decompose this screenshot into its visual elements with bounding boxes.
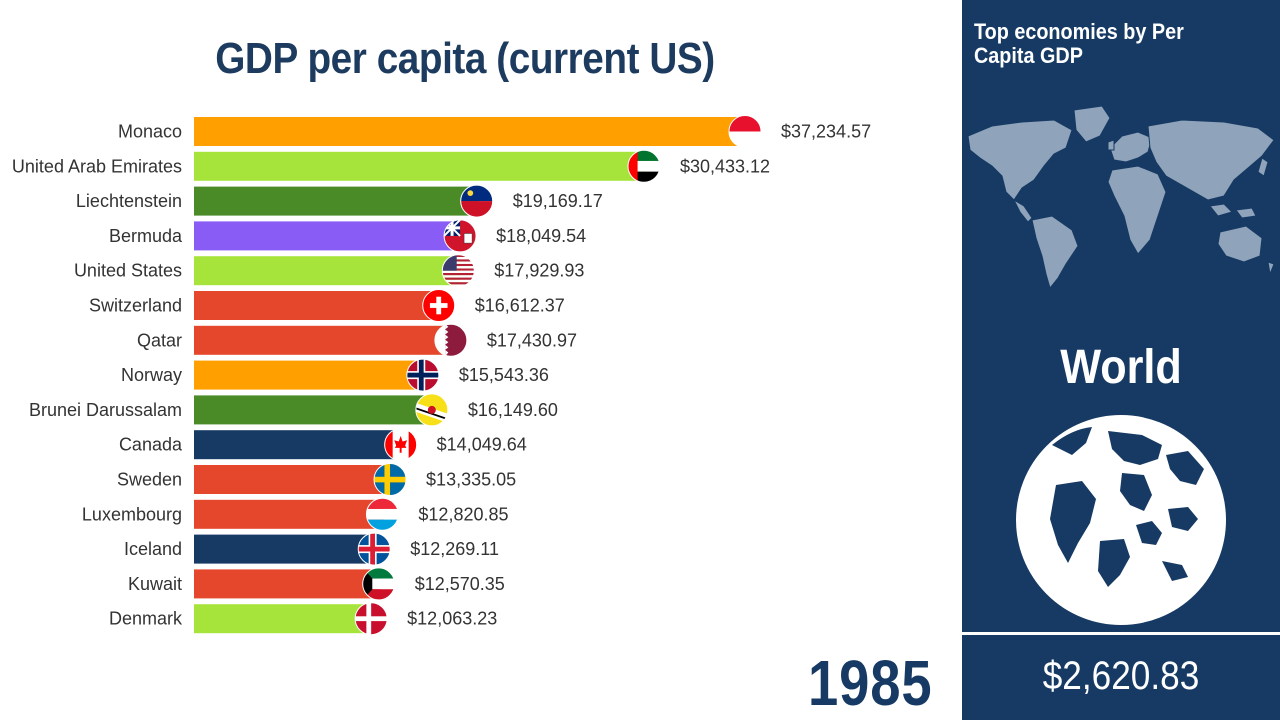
value-label: $12,570.35 <box>415 574 505 594</box>
bar <box>194 186 479 216</box>
value-label: $17,929.93 <box>494 261 584 281</box>
value-label: $37,234.57 <box>781 122 871 142</box>
category-label: Denmark <box>109 609 183 629</box>
bar-row: Norway $15,543.36 <box>121 358 549 392</box>
bar <box>194 499 385 529</box>
category-label: Canada <box>119 435 183 455</box>
category-label: United Arab Emirates <box>12 156 182 176</box>
bar <box>194 221 463 251</box>
flag-brunei-icon <box>415 393 449 427</box>
category-label: Qatar <box>137 330 182 350</box>
bar-row: Brunei Darussalam $16,149.60 <box>29 393 558 427</box>
year-label: 1985 <box>808 647 933 719</box>
bar <box>194 151 646 181</box>
value-label: $16,149.60 <box>468 400 558 420</box>
region-value: $2,620.83 <box>1042 654 1200 698</box>
bar <box>194 360 425 390</box>
flag-kuwait-icon <box>362 567 396 601</box>
flag-norway-icon <box>406 358 440 392</box>
flag-canada-icon <box>384 428 418 462</box>
bar-row: Liechtenstein $19,169.17 <box>76 184 603 218</box>
bar-row: Switzerland $16,612.37 <box>89 289 565 322</box>
bar-row: Kuwait $12,570.35 <box>128 567 505 601</box>
value-label: $14,049.64 <box>437 435 527 455</box>
bar <box>194 117 747 146</box>
flag-bermuda-icon <box>443 219 477 253</box>
category-label: Switzerland <box>89 296 182 316</box>
category-label: Luxembourg <box>82 504 182 524</box>
bar-row: Sweden $13,335.05 <box>117 463 516 496</box>
category-label: Monaco <box>118 122 182 142</box>
value-label: $12,063.23 <box>407 609 497 629</box>
bar <box>194 465 393 494</box>
world-map-icon <box>967 105 1275 290</box>
category-label: Bermuda <box>109 226 183 246</box>
bar <box>194 291 441 320</box>
flag-uae-icon <box>627 149 661 183</box>
category-label: United States <box>74 261 182 281</box>
bar-row: Bermuda $18,049.54 <box>109 219 586 253</box>
bar <box>194 256 461 286</box>
chart-title: GDP per capita (current US) <box>215 34 715 83</box>
bar-row: United States $17,929.93 <box>74 254 584 288</box>
category-label: Iceland <box>124 539 182 559</box>
bar-row: Iceland $12,269.11 <box>124 532 499 566</box>
bar <box>194 534 377 564</box>
value-label: $30,433.12 <box>680 156 770 176</box>
value-label: $12,820.85 <box>418 504 508 524</box>
region-name: World <box>1060 341 1182 394</box>
value-label: $18,049.54 <box>496 226 586 246</box>
bar-chart: Monaco $37,234.57 United Arab Emirates $30,… <box>12 115 871 636</box>
flag-monaco-icon <box>728 115 762 148</box>
bar-row: United Arab Emirates $30,433.12 <box>12 149 770 183</box>
bar-row: Canada $14,049.64 <box>119 428 527 462</box>
side-panel-title: Top economies by Per Capita GDP <box>974 19 1184 68</box>
flag-luxembourg-icon <box>365 497 399 531</box>
chart-area: GDP per capita (current US) Monaco $37,23… <box>12 34 933 719</box>
flag-qatar-icon <box>434 323 468 357</box>
flag-liechtenstein-icon <box>460 184 494 218</box>
value-label: $16,612.37 <box>475 296 565 316</box>
bar <box>194 604 374 634</box>
category-label: Sweden <box>117 470 182 490</box>
globe-icon <box>1016 415 1226 625</box>
bar-row: Monaco $37,234.57 <box>118 115 871 148</box>
value-label: $17,430.97 <box>487 330 577 350</box>
flag-switzerland-icon <box>422 289 456 322</box>
bar-row: Denmark $12,063.23 <box>109 602 497 636</box>
category-label: Kuwait <box>128 574 182 594</box>
bar <box>194 569 381 599</box>
bar <box>194 325 453 355</box>
category-label: Brunei Darussalam <box>29 400 182 420</box>
category-label: Norway <box>121 365 182 385</box>
value-label: $15,543.36 <box>459 365 549 385</box>
value-label: $12,269.11 <box>410 539 499 559</box>
category-label: Liechtenstein <box>76 191 182 211</box>
bar-row: Luxembourg $12,820.85 <box>82 497 509 531</box>
flag-iceland-icon <box>357 532 391 566</box>
bar <box>194 395 434 425</box>
bar <box>194 430 403 460</box>
value-label: $19,169.17 <box>513 191 603 211</box>
flag-sweden-icon <box>373 463 407 496</box>
value-label: $13,335.05 <box>426 470 516 490</box>
flag-denmark-icon <box>354 602 388 636</box>
bar-row: Qatar $17,430.97 <box>137 323 577 357</box>
panel-divider <box>962 632 1280 635</box>
side-panel: Top economies by Per Capita GDP <box>962 0 1280 720</box>
flag-usa-icon <box>441 254 475 288</box>
